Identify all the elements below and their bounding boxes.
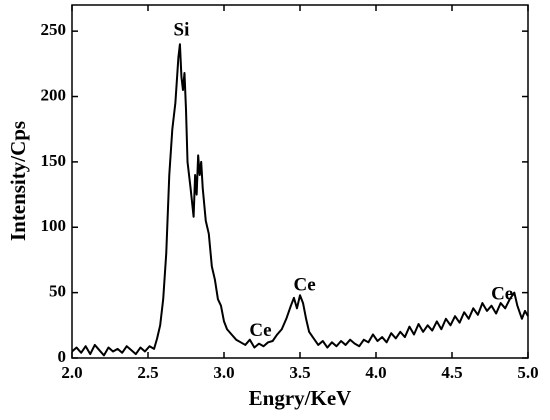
plot-frame (71, 4, 529, 359)
peak-label: Ce (491, 284, 513, 305)
peak-label: Si (174, 20, 190, 41)
x-tick-label: 4.0 (365, 363, 386, 382)
peak-label: Ce (293, 274, 315, 295)
y-tick-label: 100 (41, 216, 67, 235)
x-tick-label: 3.5 (289, 363, 310, 382)
y-tick-label: 250 (41, 20, 67, 39)
x-tick-label: 4.5 (441, 363, 462, 382)
y-tick-label: 200 (41, 85, 67, 104)
y-axis-title: Intensity/Cps (6, 121, 30, 241)
x-tick-label: 5.0 (517, 363, 538, 382)
x-tick-label: 2.0 (61, 363, 82, 382)
y-tick-label: 50 (49, 282, 66, 301)
x-tick-label: 3.0 (213, 363, 234, 382)
y-tick-label: 150 (41, 151, 67, 170)
spectrum-line (71, 43, 529, 357)
y-tick-label: 0 (58, 347, 67, 366)
peak-label: Ce (249, 320, 271, 341)
x-axis-title: Engry/KeV (249, 386, 352, 410)
x-tick-label: 2.5 (137, 363, 158, 382)
